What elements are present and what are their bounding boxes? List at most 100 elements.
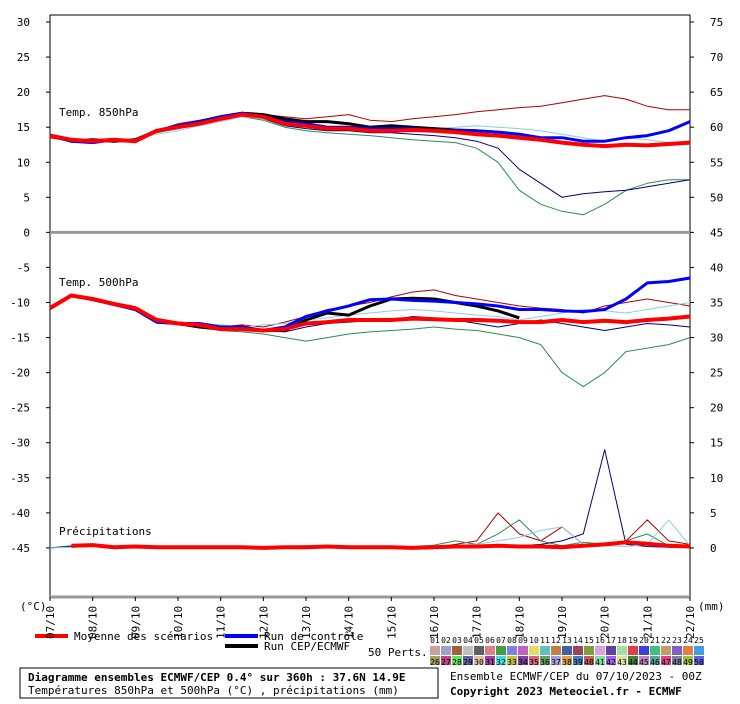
perturbation-label: 22 xyxy=(661,636,671,645)
perturbation-swatch xyxy=(672,646,682,655)
y2-tick-label: 65 xyxy=(710,86,723,99)
perturbation-label: 02 xyxy=(441,636,451,645)
y-tick-label: -30 xyxy=(10,437,30,450)
x-tick-label: 09/10 xyxy=(129,606,142,639)
y2-tick-label: 25 xyxy=(710,367,723,380)
perturbation-swatch xyxy=(639,646,649,655)
perturbation-swatch xyxy=(441,646,451,655)
perturbation-label: 21 xyxy=(650,636,660,645)
x-tick-label: 11/10 xyxy=(215,606,228,639)
perturbation-swatch xyxy=(474,656,484,665)
perturbation-swatch xyxy=(683,646,693,655)
perturbation-label: 35 xyxy=(529,658,539,667)
perturbation-label: 09 xyxy=(518,636,528,645)
perturbation-label: 12 xyxy=(551,636,561,645)
perturbation-label: 19 xyxy=(628,636,638,645)
perturbation-label: 01 xyxy=(430,636,440,645)
perturbation-swatch xyxy=(617,646,627,655)
y-axis-unit: (°C) xyxy=(20,600,47,613)
perturbation-swatch xyxy=(606,646,616,655)
y2-tick-label: 40 xyxy=(710,261,723,274)
y-tick-label: -15 xyxy=(10,332,30,345)
perturbation-label: 16 xyxy=(595,636,605,645)
perturbation-label: 41 xyxy=(595,658,605,667)
y-tick-label: -35 xyxy=(10,472,30,485)
y-tick-label: 5 xyxy=(23,191,30,204)
y2-tick-label: 0 xyxy=(710,542,717,555)
footer-subtitle: Températures 850hPa et 500hPa (°C) , pré… xyxy=(28,684,399,697)
x-tick-label: 07/10 xyxy=(44,606,57,639)
perturbation-swatch xyxy=(441,656,451,665)
y-tick-label: -20 xyxy=(10,367,30,380)
perturbation-swatch xyxy=(661,646,671,655)
perturbation-label: 37 xyxy=(551,658,561,667)
panel-label: Précipitations xyxy=(59,525,152,538)
perturbation-swatch xyxy=(584,656,594,665)
perturbation-label: 36 xyxy=(540,658,550,667)
perturbation-label: 34 xyxy=(518,658,528,667)
footer-title: Diagramme ensembles ECMWF/CEP 0.4° sur 3… xyxy=(28,671,406,684)
perturbation-label: 49 xyxy=(683,658,693,667)
y-tick-label: -45 xyxy=(10,542,30,555)
y-tick-label: -25 xyxy=(10,402,30,415)
y2-tick-label: 55 xyxy=(710,156,723,169)
y2-tick-label: 20 xyxy=(710,402,723,415)
x-tick-label: 12/10 xyxy=(257,606,270,639)
perturbation-swatch xyxy=(639,656,649,665)
perturbation-swatch xyxy=(628,646,638,655)
panel-label: Temp. 500hPa xyxy=(59,276,138,289)
y2-tick-label: 10 xyxy=(710,472,723,485)
perturbation-label: 48 xyxy=(672,658,682,667)
perturbation-label: 06 xyxy=(485,636,495,645)
perturbation-swatch xyxy=(529,646,539,655)
y-tick-label: 25 xyxy=(17,51,30,64)
copyright: Copyright 2023 Meteociel.fr - ECMWF xyxy=(450,685,682,698)
perturbation-swatch xyxy=(584,646,594,655)
y2-tick-label: 15 xyxy=(710,437,723,450)
perturbation-swatch xyxy=(551,656,561,665)
panel-label: Temp. 850hPa xyxy=(59,106,138,119)
series-line xyxy=(49,112,691,149)
perturbation-label: 15 xyxy=(584,636,594,645)
legend-label: 50 Perts. xyxy=(368,646,428,659)
y2-tick-label: 75 xyxy=(710,16,723,29)
perturbation-label: 10 xyxy=(529,636,539,645)
perturbation-swatch xyxy=(452,646,462,655)
perturbation-swatch xyxy=(463,656,473,665)
x-tick-label: 10/10 xyxy=(172,606,185,639)
perturbation-label: 30 xyxy=(474,658,484,667)
perturbation-swatch xyxy=(540,656,550,665)
y-tick-label: 20 xyxy=(17,86,30,99)
legend-label: Run CEP/ECMWF xyxy=(264,640,350,653)
x-tick-label: 18/10 xyxy=(513,606,526,639)
run-info: Ensemble ECMWF/CEP du 07/10/2023 - 00Z xyxy=(450,670,702,683)
perturbation-label: 33 xyxy=(507,658,517,667)
perturbation-label: 13 xyxy=(562,636,572,645)
y2-axis-unit: (mm) xyxy=(698,600,725,613)
x-tick-label: 15/10 xyxy=(385,606,398,639)
y-tick-label: 15 xyxy=(17,121,30,134)
x-tick-label: 14/10 xyxy=(343,606,356,639)
y-tick-label: -40 xyxy=(10,507,30,520)
perturbation-swatch xyxy=(672,656,682,665)
perturbation-swatch xyxy=(452,656,462,665)
x-tick-label: 19/10 xyxy=(556,606,569,639)
x-tick-label: 20/10 xyxy=(599,606,612,639)
y2-tick-label: 50 xyxy=(710,191,723,204)
perturbation-swatch xyxy=(694,646,704,655)
y2-tick-label: 5 xyxy=(710,507,717,520)
x-tick-label: 16/10 xyxy=(428,606,441,639)
perturbation-swatch xyxy=(430,656,440,665)
perturbation-label: 07 xyxy=(496,636,506,645)
y2-tick-label: 35 xyxy=(710,296,723,309)
perturbation-label: 28 xyxy=(452,658,462,667)
y-tick-label: 0 xyxy=(23,226,30,239)
perturbation-swatch xyxy=(474,646,484,655)
perturbation-swatch xyxy=(551,646,561,655)
perturbation-swatch xyxy=(496,646,506,655)
x-tick-label: 08/10 xyxy=(87,606,100,639)
perturbation-label: 17 xyxy=(606,636,616,645)
perturbation-swatch xyxy=(650,646,660,655)
perturbation-label: 18 xyxy=(617,636,627,645)
x-tick-label: 22/10 xyxy=(684,606,697,639)
